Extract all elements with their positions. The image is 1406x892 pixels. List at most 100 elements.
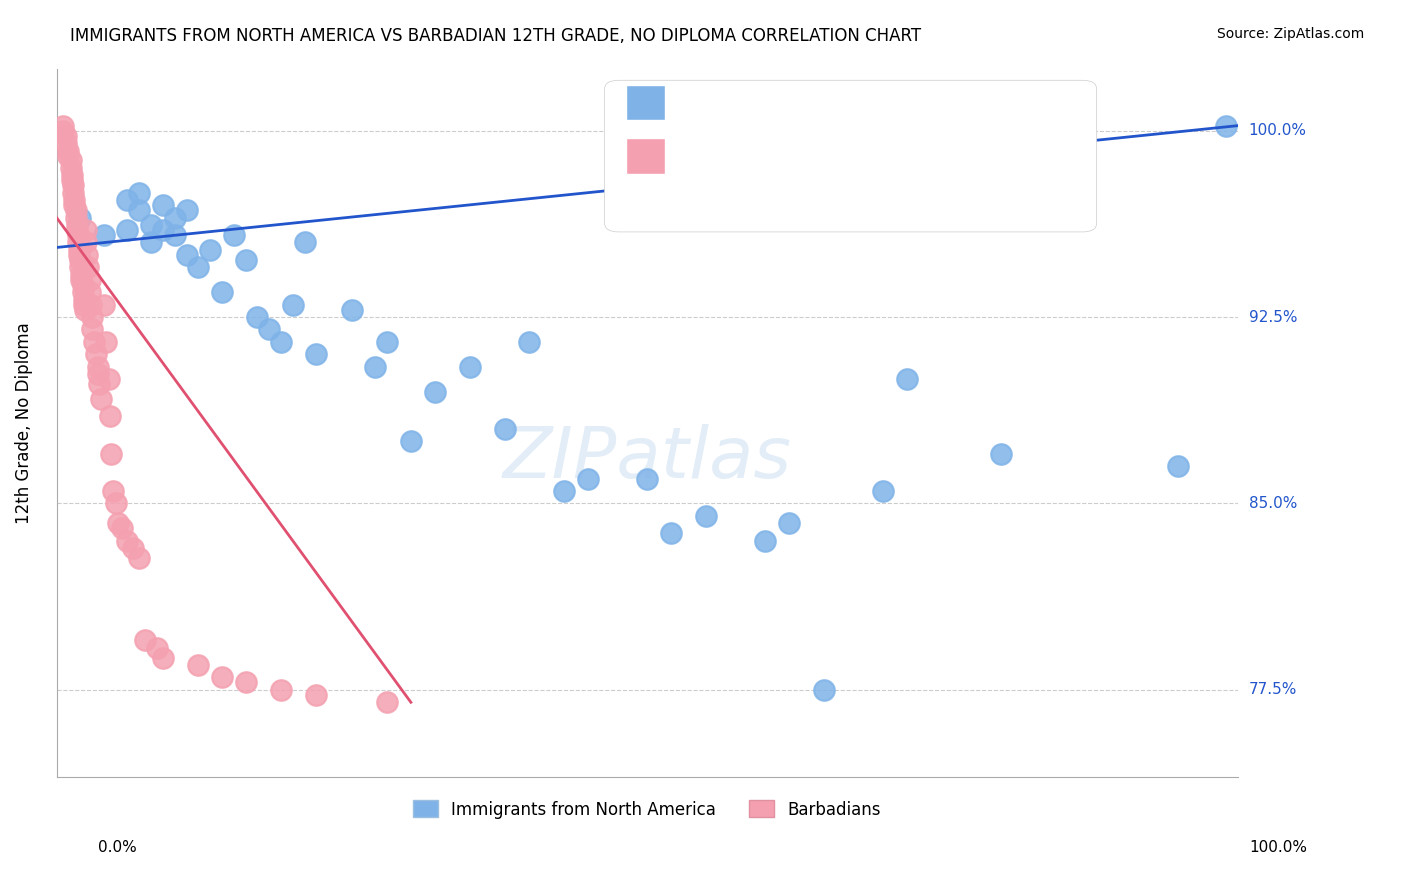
Point — [69, 260, 91, 275]
Text: R = 0.242   N = 67: R = 0.242 N = 67 — [678, 147, 848, 165]
Point — [754, 533, 776, 548]
Point — [76, 248, 98, 262]
Point — [122, 541, 145, 556]
Point — [305, 347, 328, 361]
Point — [89, 377, 111, 392]
Point — [198, 243, 221, 257]
Point — [270, 682, 292, 697]
Text: 92.5%: 92.5% — [1249, 310, 1298, 325]
Point — [65, 211, 87, 225]
Text: 100.0%: 100.0% — [1249, 123, 1306, 138]
Point — [257, 322, 280, 336]
Point — [80, 298, 103, 312]
Point — [990, 447, 1012, 461]
Text: ZIPatlas: ZIPatlas — [502, 424, 792, 492]
Text: 85.0%: 85.0% — [1249, 496, 1296, 511]
Point — [100, 447, 122, 461]
Point — [134, 633, 156, 648]
Point — [73, 302, 96, 317]
Point — [128, 186, 150, 200]
Legend: Immigrants from North America, Barbadians: Immigrants from North America, Barbadian… — [406, 794, 889, 825]
Point — [98, 409, 121, 424]
Point — [97, 372, 120, 386]
Point — [69, 211, 91, 225]
Point — [375, 334, 398, 349]
Point — [51, 119, 73, 133]
Point — [75, 223, 97, 237]
Text: R = 0.162   N = 46: R = 0.162 N = 46 — [678, 94, 848, 112]
Point — [59, 161, 82, 175]
Point — [87, 368, 110, 382]
Point — [67, 243, 90, 257]
Point — [73, 298, 96, 312]
Point — [305, 688, 328, 702]
Point — [62, 186, 84, 200]
Point — [93, 228, 115, 243]
Point — [75, 235, 97, 250]
Point — [65, 203, 87, 218]
Point — [117, 193, 139, 207]
Point — [63, 198, 86, 212]
Text: 100.0%: 100.0% — [1250, 840, 1308, 855]
Point — [87, 359, 110, 374]
Point — [176, 203, 198, 218]
Point — [62, 178, 84, 193]
Point — [69, 252, 91, 267]
Text: 0.0%: 0.0% — [98, 840, 138, 855]
Point — [375, 695, 398, 709]
Point — [187, 658, 209, 673]
Point — [93, 298, 115, 312]
Point — [77, 260, 100, 275]
Point — [60, 169, 83, 183]
Point — [103, 483, 125, 498]
Point — [553, 483, 575, 498]
Point — [66, 223, 89, 237]
Point — [58, 144, 80, 158]
Point — [163, 228, 186, 243]
Point — [66, 228, 89, 243]
Point — [246, 310, 269, 324]
Point — [58, 148, 80, 162]
Point — [63, 193, 86, 207]
Point — [128, 203, 150, 218]
Point — [778, 516, 800, 531]
Point — [423, 384, 446, 399]
Point — [294, 235, 316, 250]
Point — [80, 322, 103, 336]
Point — [813, 682, 835, 697]
Y-axis label: 12th Grade, No Diploma: 12th Grade, No Diploma — [15, 322, 32, 524]
Point — [73, 293, 96, 307]
Point — [1215, 119, 1237, 133]
Point — [84, 347, 107, 361]
Point — [90, 392, 112, 406]
Point — [187, 260, 209, 275]
Point — [66, 218, 89, 232]
Point — [110, 521, 132, 535]
Point — [128, 551, 150, 566]
Point — [517, 334, 540, 349]
Point — [695, 508, 717, 523]
Point — [117, 533, 139, 548]
Point — [152, 198, 174, 212]
Point — [59, 153, 82, 168]
Point — [60, 173, 83, 187]
Point — [211, 285, 233, 300]
Point — [152, 223, 174, 237]
Point — [399, 434, 422, 449]
Point — [235, 675, 257, 690]
Point — [636, 472, 658, 486]
Point — [83, 334, 105, 349]
Point — [458, 359, 481, 374]
Point — [72, 285, 94, 300]
Point — [659, 526, 682, 541]
Point — [872, 483, 894, 498]
Point — [896, 372, 918, 386]
Point — [222, 228, 245, 243]
Point — [96, 334, 118, 349]
Point — [176, 248, 198, 262]
Point — [70, 268, 93, 282]
Point — [67, 248, 90, 262]
Point — [55, 136, 77, 150]
Point — [139, 235, 162, 250]
Text: Source: ZipAtlas.com: Source: ZipAtlas.com — [1216, 27, 1364, 41]
